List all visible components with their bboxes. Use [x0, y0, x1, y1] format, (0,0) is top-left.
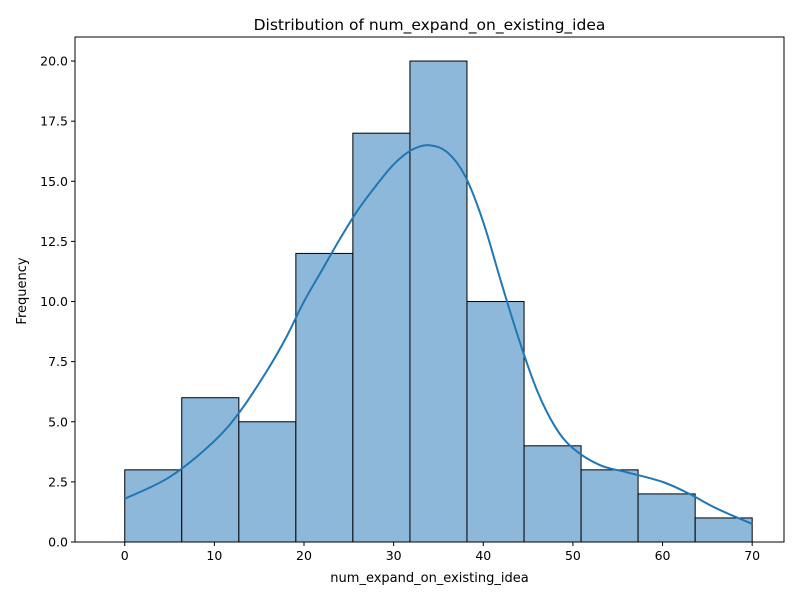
- histogram-bar: [409, 60, 468, 543]
- chart-title: Distribution of num_expand_on_existing_i…: [254, 16, 606, 35]
- bars-layer: [124, 60, 753, 543]
- kde-curve: [124, 144, 753, 525]
- x-tick-label: 50: [565, 548, 581, 563]
- plot-frame: [74, 36, 785, 543]
- histogram-bar: [466, 301, 525, 543]
- y-tick-label: 7.5: [48, 354, 68, 369]
- y-tick-label: 0.0: [48, 535, 68, 550]
- x-tick-label: 60: [655, 548, 671, 563]
- histogram-bar: [694, 517, 753, 543]
- x-tick-label: 30: [386, 548, 402, 563]
- y-tick-label: 12.5: [40, 234, 68, 249]
- y-tick-label: 5.0: [48, 414, 68, 429]
- y-axis-label: Frequency: [15, 257, 30, 324]
- y-axis: 0.0 2.5 5.0 7.5 10.0 12.5 15.0 17.5 20.0: [40, 54, 75, 550]
- histogram-bar: [637, 493, 696, 543]
- y-tick-label: 17.5: [40, 114, 68, 129]
- histogram-bar: [181, 397, 240, 543]
- y-tick-label: 2.5: [48, 474, 68, 489]
- x-tick-label: 20: [296, 548, 312, 563]
- x-axis-label: num_expand_on_existing_idea: [330, 571, 528, 586]
- histogram-bar: [523, 445, 582, 543]
- x-tick-label: 10: [206, 548, 222, 563]
- y-tick-label: 15.0: [40, 174, 68, 189]
- x-tick-label: 70: [744, 548, 760, 563]
- histogram-bar: [580, 469, 639, 543]
- histogram-bar: [352, 132, 411, 543]
- x-tick-label: 0: [121, 548, 129, 563]
- x-axis: 0 10 20 30 40 50 60 70: [121, 542, 760, 563]
- histogram-bar: [124, 469, 183, 543]
- histogram-bar: [295, 252, 354, 543]
- y-tick-label: 20.0: [40, 54, 68, 69]
- x-tick-label: 40: [475, 548, 491, 563]
- y-tick-label: 10.0: [40, 294, 68, 309]
- histogram-bar: [238, 421, 297, 543]
